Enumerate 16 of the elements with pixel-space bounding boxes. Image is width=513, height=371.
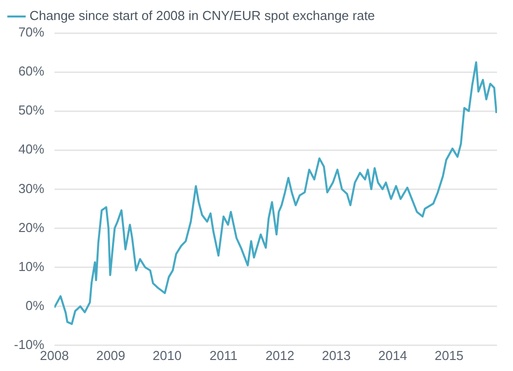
x-tick-label: 2013 — [322, 348, 351, 363]
y-tick-label: 0% — [26, 298, 45, 313]
y-tick-label: 60% — [18, 64, 45, 79]
x-tick-label: 2011 — [210, 348, 238, 363]
y-tick-label: 50% — [18, 102, 45, 118]
y-tick-label: 70% — [18, 24, 45, 40]
y-tick-label: 20% — [18, 220, 45, 235]
x-tick-label: 2009 — [96, 348, 126, 363]
y-tick-label: 40% — [18, 142, 45, 157]
x-tick-label: 2015 — [434, 348, 464, 363]
x-tick-label: 2010 — [152, 348, 182, 363]
x-tick-label: 2014 — [378, 348, 408, 363]
legend-label: Change since start of 2008 in CNY/EUR spot exchange rate — [30, 8, 375, 24]
x-tick-label: 2012 — [265, 348, 294, 363]
y-tick-label: 10% — [18, 258, 45, 274]
y-tick-label: 30% — [18, 180, 45, 196]
